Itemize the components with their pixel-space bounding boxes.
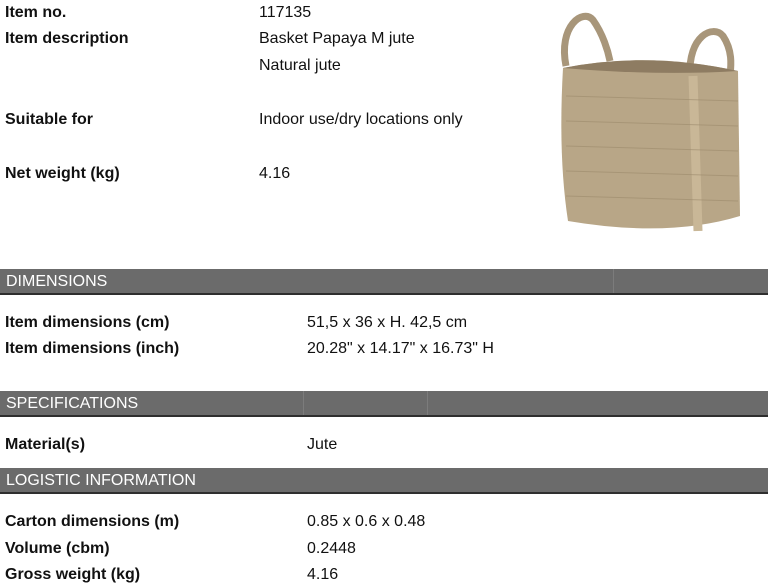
basket-product-image [561,12,740,232]
suitable-for-value: Indoor use/dry locations only [259,111,463,128]
net-weight-value: 4.16 [259,165,291,182]
item-no-label: Item no. [5,4,67,21]
header-separator [427,391,428,415]
item-dimensions-inch-label: Item dimensions (inch) [5,340,180,357]
gross-weight-value: 4.16 [307,566,339,583]
dimensions-header: DIMENSIONS [0,269,768,295]
volume-value: 0.2448 [307,540,356,557]
gross-weight-label: Gross weight (kg) [5,566,141,583]
item-description-line2: Natural jute [259,57,341,74]
volume-label: Volume (cbm) [5,540,110,557]
header-separator [303,391,304,415]
logistic-header-title: LOGISTIC INFORMATION [6,472,196,489]
item-dimensions-cm-value: 51,5 x 36 x H. 42,5 cm [307,314,468,331]
specifications-header: SPECIFICATIONS [0,391,768,417]
item-description-line1: Basket Papaya M jute [259,30,415,47]
item-dimensions-inch-value: 20.28" x 14.17" x 16.73" H [307,340,494,357]
item-dimensions-cm-label: Item dimensions (cm) [5,314,170,331]
material-value: Jute [307,436,338,453]
specifications-header-title: SPECIFICATIONS [6,395,139,412]
carton-dimensions-value: 0.85 x 0.6 x 0.48 [307,513,426,530]
carton-dimensions-label: Carton dimensions (m) [5,513,180,530]
net-weight-label: Net weight (kg) [5,165,120,182]
item-description-label: Item description [5,30,129,47]
suitable-for-label: Suitable for [5,111,94,128]
material-label: Material(s) [5,436,86,453]
header-separator [613,269,614,293]
dimensions-header-title: DIMENSIONS [6,273,108,290]
logistic-header: LOGISTIC INFORMATION [0,468,768,494]
item-no-value: 117135 [259,4,312,21]
